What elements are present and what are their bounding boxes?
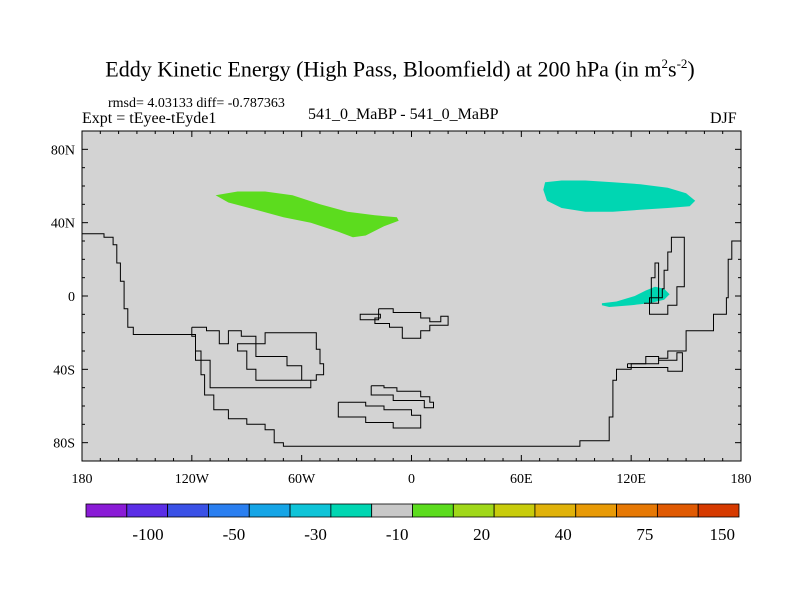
colorbar-label: 20 [473, 525, 490, 544]
positive-anomaly-north-atlantic [215, 191, 399, 238]
chart-title-text: Eddy Kinetic Energy (High Pass, Bloomfie… [105, 56, 662, 82]
x-tick-label: 120E [616, 472, 646, 487]
y-tick-label: 0 [68, 290, 75, 305]
stats-text: rmsd= 4.03133 diff= -0.787363 [108, 96, 285, 111]
colorbar-label: -100 [132, 525, 163, 544]
x-tick-label: 180 [72, 472, 93, 487]
colorbar-swatch [371, 503, 413, 518]
contour-east-coast-lower [627, 352, 683, 372]
colorbar-swatch [126, 503, 169, 518]
colorbar-swatch [697, 503, 740, 518]
x-tick-label: 60W [288, 472, 316, 487]
x-axis: 180 120W 60W 0 60E 120E 180 [72, 131, 752, 487]
colorbar-label: -50 [223, 525, 246, 544]
colorbar-swatch [656, 503, 699, 518]
experiment-label: Expt = tEyee-tEyde1 [82, 110, 217, 127]
colorbar-label: 150 [710, 525, 736, 544]
title-unit-exponent-2: -2 [676, 56, 688, 71]
negative-anomaly-north-pacific [543, 180, 696, 212]
y-axis: 80N 40N 0 40S 80S [51, 130, 741, 462]
colorbar-swatch [412, 503, 454, 518]
x-tick-label: 120W [175, 472, 210, 487]
season-label: DJF [710, 110, 737, 127]
title-unit-s: s [668, 56, 677, 82]
contour-western-island [191, 326, 325, 389]
colorbar-label: -10 [386, 525, 409, 544]
chart-title: Eddy Kinetic Energy (High Pass, Bloomfie… [0, 56, 800, 82]
colorbar-swatch [330, 503, 373, 518]
colorbar-label: 40 [555, 525, 572, 544]
contour-west-boundary [82, 233, 741, 447]
contour-southern-lower [337, 401, 422, 429]
contour-east-coast-upper [649, 236, 685, 315]
colorbar-label: -30 [304, 525, 327, 544]
colorbar-swatch [167, 503, 209, 518]
colorbar-swatch [248, 503, 291, 518]
colorbar-swatch [208, 503, 250, 518]
contour-lines [82, 233, 741, 447]
x-tick-label: 180 [731, 472, 752, 487]
colorbar-swatch [534, 503, 577, 518]
y-tick-label: 80S [53, 437, 75, 452]
colorbar-label: 75 [636, 525, 653, 544]
negative-anomaly-tropical-pacific [601, 286, 670, 307]
anomaly-regions [215, 180, 696, 307]
contour-central-pacific-small [359, 308, 449, 339]
y-tick-label: 80N [51, 143, 75, 158]
contour-east-coast-mid [644, 262, 660, 304]
y-tick-label: 40S [53, 363, 75, 378]
title-unit-close: ) [687, 56, 695, 82]
x-tick-label: 0 [408, 472, 415, 487]
y-tick-label: 40N [51, 217, 75, 232]
case-label: 541_0_MaBP - 541_0_MaBP [308, 106, 499, 123]
x-tick-label: 60E [510, 472, 533, 487]
colorbar-swatch [493, 503, 536, 518]
contour-southern-upper [370, 385, 434, 409]
colorbar: -100 -50 -30 -10 20 40 75 150 [85, 503, 740, 544]
colorbar-swatch [289, 503, 332, 518]
title-unit-exponent-1: 2 [661, 56, 669, 71]
colorbar-swatch [616, 503, 658, 518]
colorbar-swatch [575, 503, 617, 518]
colorbar-swatch [452, 503, 495, 518]
colorbar-swatch [85, 503, 128, 518]
